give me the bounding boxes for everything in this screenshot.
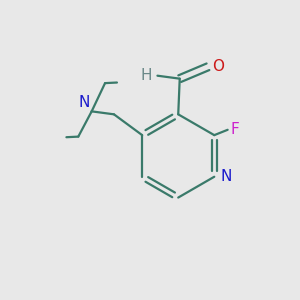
Text: H: H — [141, 68, 152, 82]
Text: F: F — [231, 122, 239, 137]
Text: N: N — [79, 95, 90, 110]
Text: N: N — [221, 169, 232, 184]
Text: O: O — [212, 59, 224, 74]
